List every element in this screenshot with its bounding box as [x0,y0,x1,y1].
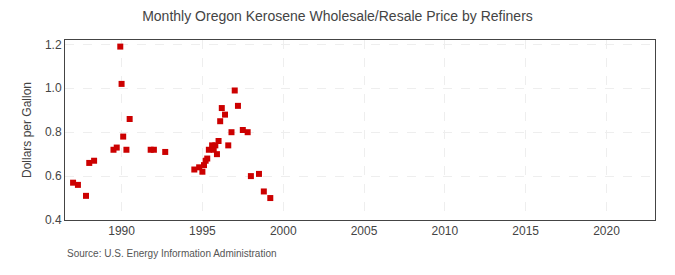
svg-text:2020: 2020 [593,224,620,238]
svg-text:2010: 2010 [432,224,459,238]
svg-text:2015: 2015 [512,224,539,238]
svg-text:Source: U.S. Energy Informatio: Source: U.S. Energy Information Administ… [67,248,277,259]
svg-text:2005: 2005 [351,224,378,238]
svg-text:1.0: 1.0 [45,81,62,95]
svg-text:1.2: 1.2 [45,38,62,52]
svg-text:Monthly Oregon Kerosene Wholes: Monthly Oregon Kerosene Wholesale/Resale… [142,8,533,24]
svg-text:1995: 1995 [189,224,216,238]
svg-text:2000: 2000 [270,224,297,238]
svg-text:Dollars per Gallon: Dollars per Gallon [20,82,34,178]
svg-text:0.4: 0.4 [45,213,62,227]
svg-text:0.8: 0.8 [45,125,62,139]
svg-text:1990: 1990 [108,224,135,238]
svg-text:0.6: 0.6 [45,169,62,183]
